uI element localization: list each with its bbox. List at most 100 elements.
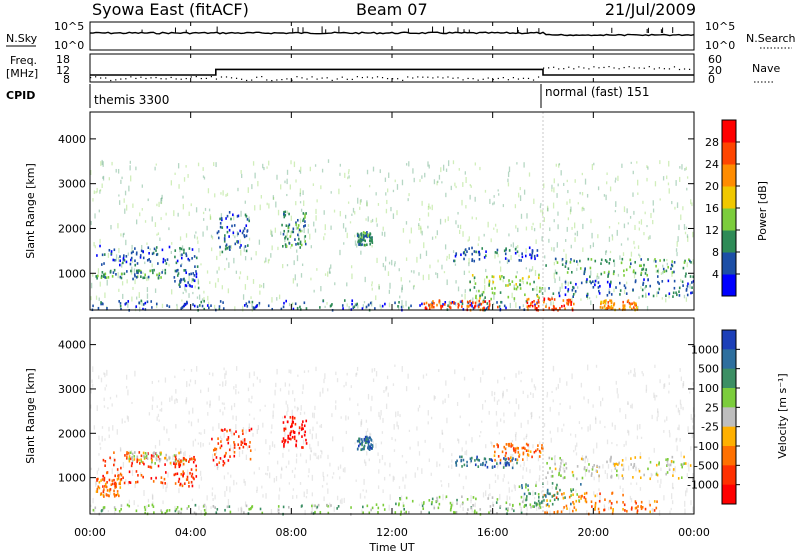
heatmap-cell (472, 306, 475, 310)
heatmap-speckle (463, 270, 466, 275)
heatmap-speckle (557, 211, 559, 216)
heatmap-speckle (331, 413, 333, 418)
heatmap-speckle (296, 446, 298, 449)
heatmap-cell (222, 460, 225, 463)
heatmap-cell (161, 271, 163, 274)
freq-tick-18: 18 (56, 53, 70, 66)
heatmap-speckle (248, 413, 251, 416)
heatmap-cell (253, 306, 256, 310)
heatmap-speckle (276, 174, 278, 180)
nave-dot (623, 66, 625, 69)
heatmap-cell (527, 443, 529, 447)
heatmap-speckle (652, 200, 654, 206)
heatmap-cell (367, 303, 370, 307)
heatmap-speckle (386, 375, 389, 380)
heatmap-speckle (134, 278, 136, 285)
heatmap-speckle (354, 302, 356, 308)
heatmap-speckle (584, 471, 587, 477)
heatmap-speckle (419, 218, 421, 221)
heatmap-speckle (571, 297, 573, 303)
heatmap-speckle (676, 445, 678, 452)
heatmap-cell (177, 268, 179, 272)
heatmap-speckle (369, 432, 371, 438)
heatmap-cell (183, 248, 185, 252)
heatmap-speckle (268, 160, 270, 166)
heatmap-speckle (346, 303, 348, 307)
heatmap-speckle (422, 274, 424, 281)
heatmap-speckle (686, 187, 688, 191)
heatmap-cell (196, 305, 199, 309)
heatmap-cell (628, 301, 631, 305)
heatmap-speckle (104, 373, 106, 378)
heatmap-cell (538, 506, 540, 510)
heatmap-cell (468, 247, 470, 250)
heatmap-speckle (248, 237, 251, 241)
heatmap-cell (219, 300, 222, 303)
heatmap-speckle (417, 467, 419, 471)
heatmap-speckle (496, 460, 498, 464)
heatmap-speckle (566, 179, 568, 183)
heatmap-cell (606, 280, 609, 284)
heatmap-speckle (203, 176, 206, 180)
heatmap-speckle (286, 178, 288, 185)
heatmap-speckle (267, 259, 270, 264)
heatmap-speckle (121, 478, 124, 481)
heatmap-cell (565, 261, 567, 265)
heatmap-speckle (152, 495, 154, 500)
heatmap-cell (185, 458, 188, 462)
heatmap-cell (622, 468, 625, 471)
heatmap-speckle (154, 445, 157, 449)
heatmap-speckle (498, 399, 500, 402)
heatmap-cell (290, 425, 292, 429)
heatmap-speckle (457, 286, 460, 292)
nsearch-label: N.Search (746, 32, 796, 45)
heatmap-speckle (126, 415, 129, 420)
heatmap-cell (553, 493, 556, 497)
heatmap-speckle (151, 380, 153, 384)
heatmap-speckle (592, 404, 594, 408)
heatmap-cell (102, 458, 105, 462)
heatmap-speckle (385, 386, 388, 390)
heatmap-speckle (590, 218, 592, 224)
heatmap-speckle (235, 389, 237, 395)
heatmap-speckle (670, 507, 672, 511)
heatmap-cell (692, 275, 695, 279)
heatmap-speckle (653, 392, 655, 398)
heatmap-cell (284, 439, 287, 442)
nave-dot (563, 68, 565, 70)
nave-dot (241, 78, 243, 80)
heatmap-speckle (469, 184, 471, 187)
heatmap-speckle (344, 172, 346, 178)
heatmap-speckle (200, 263, 202, 266)
heatmap-cell (572, 493, 574, 497)
heatmap-cell (670, 460, 673, 463)
heatmap-speckle (186, 469, 189, 475)
heatmap-cell (104, 464, 106, 468)
heatmap-speckle (181, 299, 183, 302)
heatmap-speckle (530, 412, 532, 415)
heatmap-speckle (240, 210, 242, 217)
nave-dot (115, 79, 117, 81)
heatmap-cell (529, 450, 532, 454)
heatmap-speckle (451, 464, 453, 469)
heatmap-cell (361, 307, 364, 310)
heatmap-speckle (251, 303, 253, 308)
heatmap-cell (553, 305, 555, 309)
heatmap-cell (135, 509, 138, 513)
heatmap-speckle (574, 232, 576, 236)
heatmap-speckle (188, 454, 191, 461)
heatmap-speckle (299, 201, 302, 204)
heatmap-cell (255, 304, 258, 308)
heatmap-speckle (233, 443, 235, 447)
y-tick-label: 2000 (58, 427, 86, 440)
heatmap-speckle (156, 302, 158, 309)
heatmap-speckle (632, 192, 634, 197)
heatmap-speckle (646, 165, 648, 168)
heatmap-cell (656, 275, 659, 278)
colorbar-swatch (722, 465, 736, 486)
nave-dot (215, 78, 218, 80)
heatmap-cell (496, 305, 499, 309)
heatmap-cell (493, 292, 496, 295)
heatmap-cell (478, 299, 481, 303)
heatmap-cell (394, 511, 397, 514)
